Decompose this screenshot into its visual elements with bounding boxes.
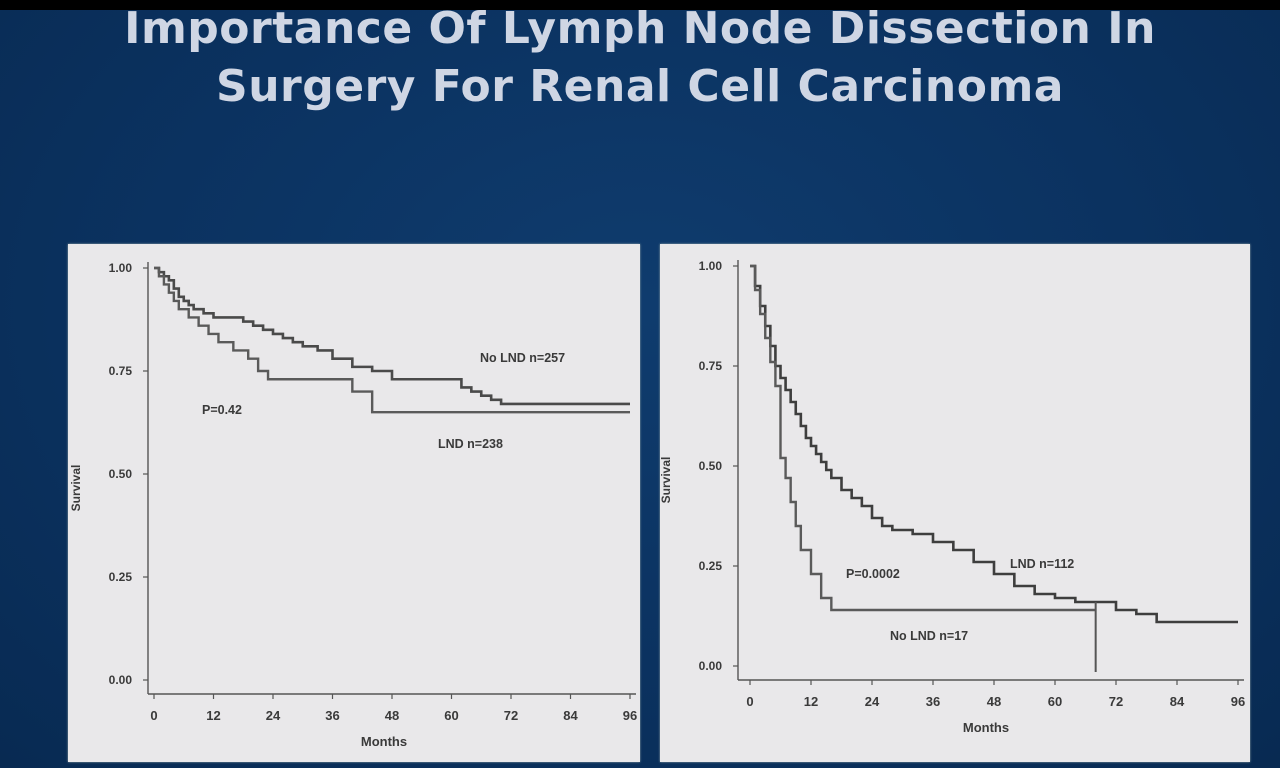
x-tick-label: 96 — [1231, 694, 1245, 709]
series-line-0 — [154, 266, 630, 406]
x-tick-label: 60 — [444, 708, 458, 723]
x-tick-label: 84 — [1170, 694, 1185, 709]
x-tick-label: 48 — [987, 694, 1001, 709]
series-label-0: No LND n=257 — [480, 351, 565, 365]
x-axis-label: Months — [361, 734, 407, 749]
y-tick-label: 0.75 — [109, 364, 133, 378]
top-black-bar — [0, 0, 1280, 10]
x-tick-label: 12 — [804, 694, 818, 709]
x-tick-label: 24 — [266, 708, 281, 723]
x-tick-label: 72 — [504, 708, 518, 723]
chart-panel-right: 0.00 0.25 0.50 0.75 1.00 0 12 24 36 48 60 72 84 96 Mon… — [659, 244, 1250, 762]
slide-title-line-1: Importance Of Lymph Node Dissection In — [124, 3, 1156, 54]
x-tick-label: 36 — [926, 694, 940, 709]
y-tick-label: 0.00 — [699, 659, 723, 673]
y-tick-label: 0.25 — [109, 570, 133, 584]
x-tick-label: 60 — [1048, 694, 1062, 709]
y-axis-label: Survival — [660, 457, 673, 504]
x-tick-label: 0 — [746, 694, 753, 709]
x-tick-label: 72 — [1109, 694, 1123, 709]
y-tick-label: 0.50 — [699, 459, 723, 473]
survival-chart-right: 0.00 0.25 0.50 0.75 1.00 0 12 24 36 48 60 72 84 96 Mon… — [659, 259, 1245, 735]
y-tick-label: 0.50 — [109, 467, 133, 481]
x-tick-label: 0 — [150, 708, 157, 723]
x-tick-label: 24 — [865, 694, 880, 709]
x-tick-label: 12 — [206, 708, 220, 723]
series-line-1 — [154, 266, 630, 414]
p-value-annotation: P=0.42 — [202, 403, 242, 417]
slide-title-line-2: Surgery For Renal Cell Carcinoma — [216, 61, 1064, 112]
series-label-1: No LND n=17 — [890, 629, 968, 643]
series-label-0: LND n=112 — [1010, 557, 1074, 571]
y-tick-label: 0.75 — [699, 359, 723, 373]
series-label-1: LND n=238 — [438, 437, 503, 451]
y-tick-label: 1.00 — [699, 259, 723, 273]
chart-panel-left: 0.00 0.25 0.50 0.75 1.00 0 12 24 36 48 60 72 84 96 Mon… — [68, 244, 640, 762]
y-tick-label: 1.00 — [109, 261, 133, 275]
series-line-1 — [750, 264, 1096, 612]
y-tick-label: 0.00 — [109, 673, 133, 687]
y-axis-label: Survival — [69, 465, 83, 512]
x-tick-label: 84 — [563, 708, 578, 723]
x-tick-label: 48 — [385, 708, 399, 723]
x-axis-label: Months — [963, 720, 1009, 735]
x-tick-label: 36 — [325, 708, 339, 723]
series-line-0 — [750, 264, 1238, 624]
p-value-annotation: P=0.0002 — [846, 567, 900, 581]
y-tick-label: 0.25 — [699, 559, 723, 573]
x-tick-label: 96 — [623, 708, 637, 723]
survival-chart-left: 0.00 0.25 0.50 0.75 1.00 0 12 24 36 48 60 72 84 96 Mon… — [69, 261, 637, 749]
